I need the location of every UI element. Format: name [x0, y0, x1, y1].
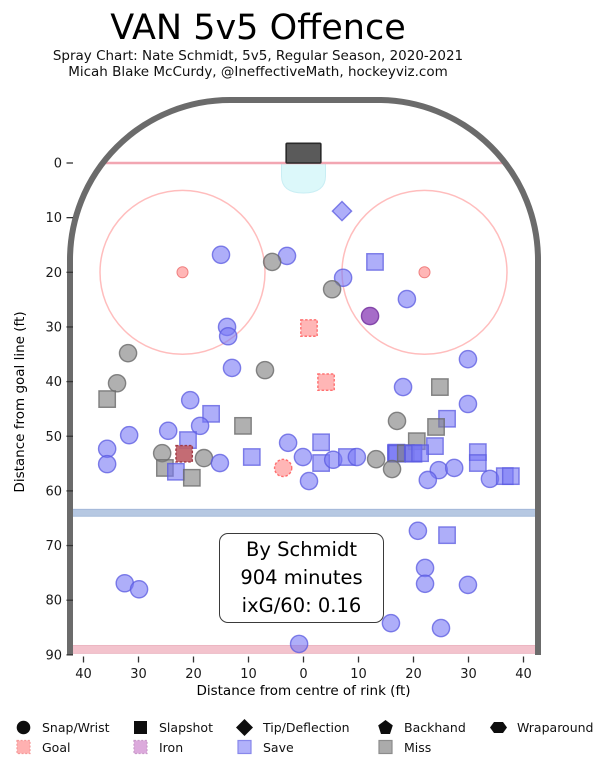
goal-net [285, 142, 322, 164]
shot-marker-circle-miss [107, 373, 127, 393]
shot-marker-circle-save [458, 394, 478, 414]
stats-annotation-box: By Schmidt 904 minutes ixG/60: 0.16 [219, 533, 384, 623]
x-tick-label: 30 [460, 667, 477, 682]
goal-crease [281, 162, 326, 194]
shot-marker-square-miss [234, 416, 252, 435]
shot-marker-circle-miss [387, 411, 407, 431]
shot-marker-square-save [501, 467, 520, 486]
shot-marker-square-goal [300, 319, 318, 337]
x-tick-label: 0 [299, 667, 307, 682]
shot-marker-square-save [242, 448, 261, 466]
shot-marker-circle-goal [273, 458, 293, 478]
shot-marker-circle-miss [322, 279, 342, 299]
shot-marker-circle-save [190, 416, 210, 436]
x-tick-label: 30 [130, 667, 147, 682]
shot-marker-circle-save [278, 433, 298, 453]
shot-marker-circle-save [393, 377, 413, 397]
shot-marker-circle-miss [262, 252, 282, 272]
shot-marker-circle-save [458, 349, 478, 369]
shot-marker-circle-save [431, 618, 451, 638]
shot-marker-circle-save [289, 634, 309, 654]
annotation-player: By Schmidt [245, 538, 357, 561]
shot-marker-circle-save [418, 470, 438, 490]
shot-marker-circle-save [299, 471, 319, 491]
shot-marker-circle-save [210, 453, 230, 473]
x-tick-label: 10 [240, 667, 257, 682]
shot-marker-square-goal_dark [175, 444, 194, 463]
shot-marker-circle-iron [360, 306, 380, 326]
y-tick-label: 40 [45, 375, 62, 390]
x-tick-label: 40 [75, 667, 92, 682]
chart-header: VAN 5v5 Offence Spray Chart: Nate Schmid… [0, 8, 516, 80]
shot-marker-circle-save [222, 358, 242, 378]
shot-marker-square-save [411, 444, 429, 463]
shot-marker-circle-save [415, 574, 435, 594]
y-axis-title: Distance from goal line (ft) [12, 311, 28, 492]
shot-marker-circle-miss [382, 459, 402, 479]
shot-marker-circle-save [158, 421, 178, 441]
shot-marker-circle-miss [255, 360, 275, 380]
y-tick-label: 70 [45, 539, 62, 554]
x-tick-label: 10 [350, 667, 367, 682]
x-tick-label: 20 [185, 667, 202, 682]
shot-marker-square-save [312, 433, 330, 452]
shot-marker-square-save [166, 462, 185, 481]
shot-markers [97, 200, 520, 654]
shot-marker-diamond-save [331, 200, 353, 222]
shot-marker-circle-save [119, 425, 139, 445]
shot-marker-circle-save [97, 454, 117, 474]
shot-marker-square-miss [431, 378, 449, 396]
y-tick-label: 60 [45, 484, 62, 499]
y-tick-label: 50 [45, 430, 62, 445]
shot-marker-circle-save [333, 268, 353, 288]
x-tick-label: 40 [515, 667, 532, 682]
shot-marker-square-save [202, 404, 220, 423]
shot-marker-square-save [438, 526, 456, 545]
shot-marker-circle-save [381, 613, 401, 633]
y-tick-label: 0 [54, 157, 62, 172]
shot-marker-circle-miss [194, 448, 214, 468]
shot-marker-circle-save [129, 579, 149, 599]
shot-marker-circle-save [293, 447, 313, 467]
shot-marker-square-goal [317, 373, 335, 392]
x-tick-label: 20 [405, 667, 422, 682]
shot-marker-circle-save [347, 447, 367, 467]
shot-marker-circle-save [180, 390, 200, 410]
shot-marker-circle-save [458, 575, 478, 595]
faceoff-dot [418, 266, 431, 279]
chart-subtitle: Spray Chart: Nate Schmidt, 5v5, Regular … [52, 48, 464, 64]
y-tick-label: 20 [45, 266, 62, 281]
shot-marker-circle-save [444, 458, 464, 478]
shot-marker-circle-save [415, 558, 435, 578]
blue-line [69, 508, 539, 517]
shot-marker-circle-save [218, 326, 238, 346]
shot-marker-square-save [426, 437, 444, 455]
shot-marker-square-miss [98, 390, 117, 408]
page-title: VAN 5v5 Offence [110, 8, 406, 48]
shot-marker-square-miss [182, 468, 201, 487]
shot-marker-circle-save [211, 245, 231, 265]
shot-marker-square-save [468, 454, 487, 472]
shot-marker-circle-miss [366, 449, 386, 469]
y-tick-label: 10 [45, 211, 62, 226]
y-tick-label: 30 [45, 320, 62, 335]
chart-credit: Micah Blake McCurdy, @IneffectiveMath, h… [68, 64, 448, 80]
shot-marker-square-save [366, 253, 384, 271]
faceoff-circle [99, 189, 266, 356]
faceoff-dot [176, 266, 189, 279]
shot-marker-circle-save [397, 289, 417, 309]
y-tick-label: 80 [45, 594, 62, 609]
rink-boards [67, 97, 541, 655]
annotation-minutes: 904 minutes [240, 566, 363, 589]
y-tick-label: 90 [45, 648, 62, 663]
shot-marker-circle-miss [118, 343, 138, 363]
x-axis-title: Distance from centre of rink (ft) [196, 683, 410, 699]
shot-marker-circle-save [408, 521, 428, 541]
annotation-ixg: ixG/60: 0.16 [241, 594, 362, 617]
shot-marker-square-miss [427, 418, 445, 436]
